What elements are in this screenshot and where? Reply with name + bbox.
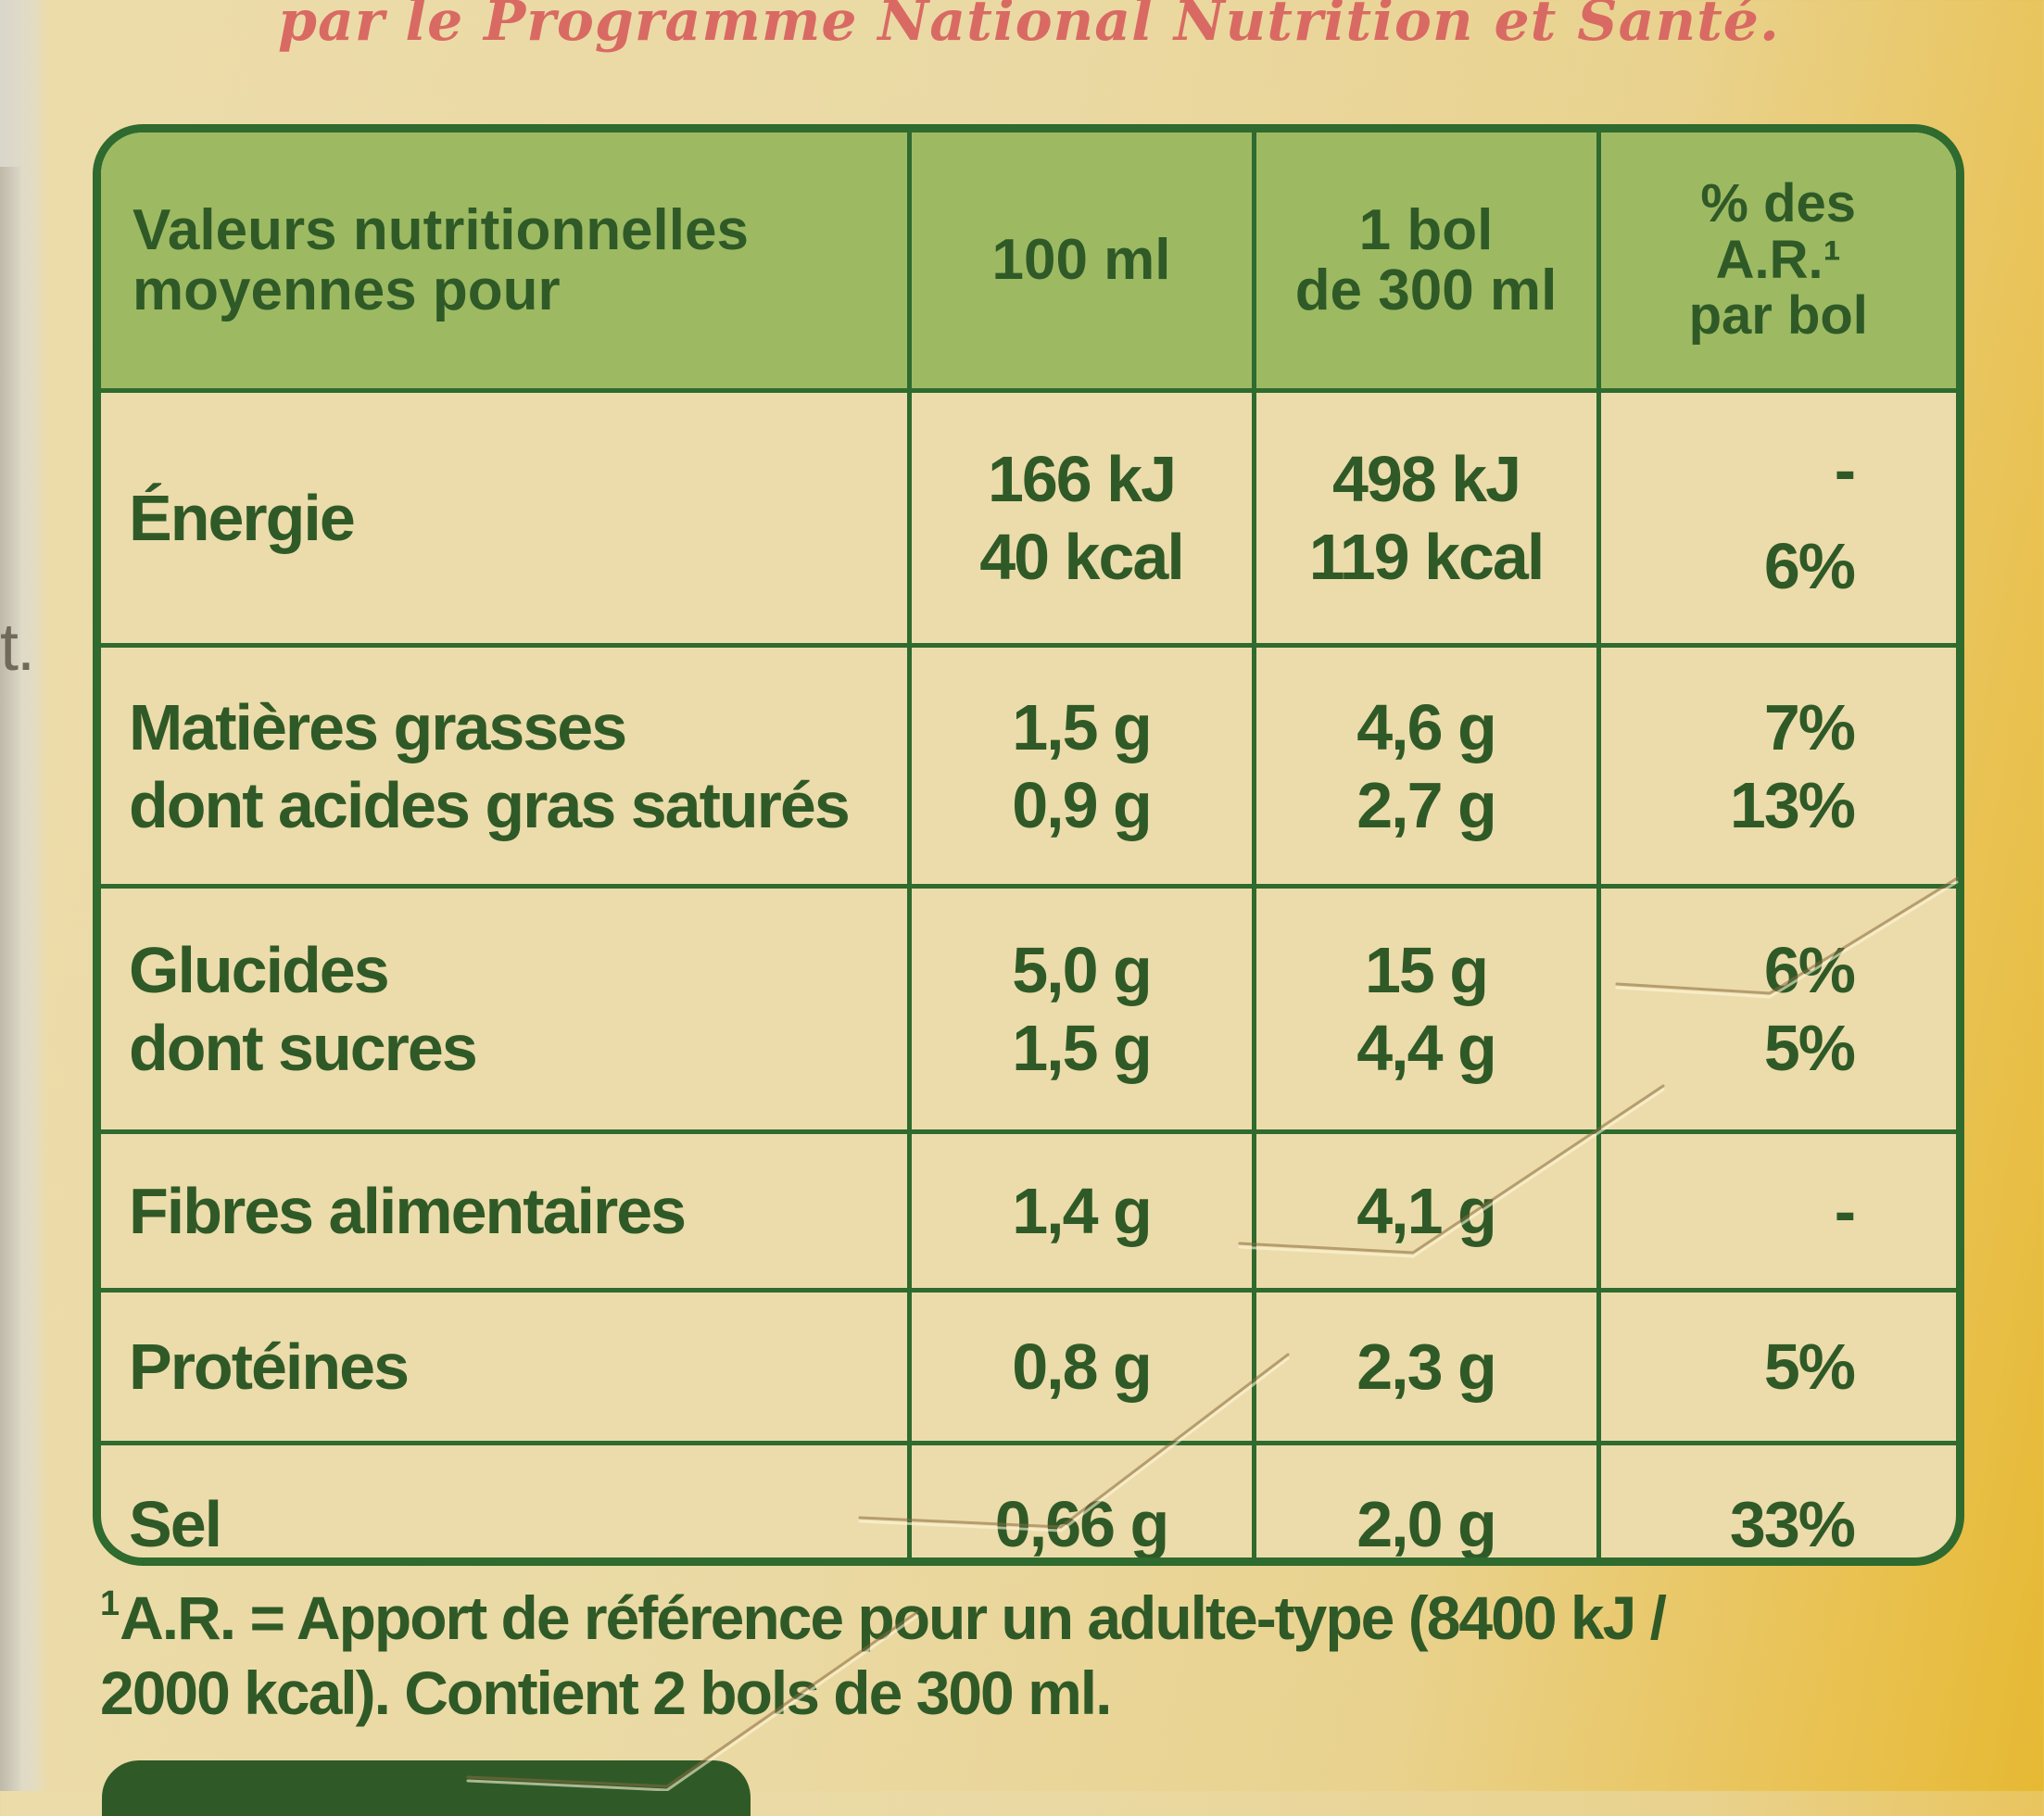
table-row-fibre: Fibres alimentaires 1,4 g 4,1 g -: [101, 1129, 1956, 1293]
row-label-fibre: Fibres alimentaires: [101, 1129, 912, 1293]
cell-value: 7%: [1763, 690, 1856, 763]
cell-energy-per-bowl: 498 kJ 119 kcal: [1251, 390, 1601, 648]
cell-protein-percent: 5%: [1596, 1288, 1956, 1445]
cell-value: 2,0 g: [1356, 1487, 1497, 1560]
column-header-per-100ml-line: 100 ml: [991, 228, 1171, 293]
cell-value: 0,9 g: [1012, 768, 1153, 841]
cell-value-kcal: 40 kcal: [979, 521, 1185, 593]
column-header-label: Valeurs nutritionnelles moyennes pour: [101, 132, 912, 393]
cell-fibre-percent: -: [1596, 1129, 1956, 1293]
cell-value: 13%: [1729, 768, 1856, 841]
cell-energy-per-100ml: 166 kJ 40 kcal: [906, 390, 1256, 648]
cell-value-kcal: 119 kcal: [1308, 521, 1546, 593]
footnote: 1A.R. = Apport de référence pour un adul…: [100, 1581, 2018, 1730]
cell-value: 4,4 g: [1356, 1012, 1497, 1084]
cell-protein-per-bowl: 2,3 g: [1251, 1288, 1601, 1445]
row-label-carbohydrates: Glucides dont sucres: [101, 884, 912, 1134]
column-header-label-line: moyennes pour: [132, 259, 561, 322]
column-header-label-line: Valeurs nutritionnelles: [132, 197, 749, 262]
table-header-row: Valeurs nutritionnelles moyennes pour 10…: [101, 132, 1956, 393]
footnote-line-1: 1A.R. = Apport de référence pour un adul…: [100, 1581, 2018, 1656]
cell-value: 2,7 g: [1356, 768, 1497, 841]
cell-carbohydrates-per-100ml: 5,0 g 1,5 g: [906, 884, 1256, 1134]
cell-value: 0,8 g: [1012, 1330, 1153, 1403]
column-header-per-bowl-line: de 300 ml: [1294, 259, 1558, 322]
column-header-per-100ml: 100 ml: [906, 132, 1256, 393]
cell-salt-per-bowl: 2,0 g: [1251, 1441, 1601, 1560]
row-label-fat: Matières grasses dont acides gras saturé…: [101, 643, 912, 889]
footnote-marker: 1: [100, 1584, 120, 1623]
cell-value: -: [1834, 1175, 1856, 1247]
column-header-percent-ar: % des A.R.¹ par bol: [1596, 132, 1956, 393]
cell-value: 1,5 g: [1012, 1012, 1153, 1084]
cell-value: 4,6 g: [1356, 690, 1497, 763]
cell-value-kj: 498 kJ: [1331, 443, 1521, 515]
nutrition-table: Valeurs nutritionnelles moyennes pour 10…: [93, 124, 1964, 1566]
row-label-line: Matières grasses: [129, 690, 627, 763]
column-header-percent-ar-line: par bol: [1688, 285, 1868, 347]
header-tagline: par le Programme National Nutrition et S…: [278, 0, 1780, 54]
cell-value: 1,4 g: [1012, 1175, 1153, 1247]
cell-value: 5,0 g: [1012, 934, 1153, 1006]
cell-value: 2,3 g: [1356, 1330, 1497, 1403]
cell-fat-per-bowl: 4,6 g 2,7 g: [1251, 643, 1601, 889]
row-label-line: dont sucres: [129, 1012, 478, 1084]
left-edge-fold: [0, 167, 22, 1791]
cell-value-percent-kcal: 6%: [1763, 530, 1856, 602]
cropped-bottom-graphic: [102, 1760, 751, 1816]
cell-fat-per-100ml: 1,5 g 0,9 g: [906, 643, 1256, 889]
cell-value: 33%: [1729, 1487, 1856, 1560]
stray-text-fragment: t.: [0, 611, 35, 685]
cell-carbohydrates-percent: 6% 5%: [1596, 884, 1956, 1134]
cell-energy-percent: - 6%: [1596, 390, 1956, 648]
cell-carbohydrates-per-bowl: 15 g 4,4 g: [1251, 884, 1601, 1134]
table-row-carbohydrates: Glucides dont sucres 5,0 g 1,5 g 15 g 4,…: [101, 884, 1956, 1134]
row-label-line: Glucides: [129, 934, 390, 1006]
column-header-percent-ar-line: A.R.¹: [1715, 229, 1841, 290]
table-row-fat: Matières grasses dont acides gras saturé…: [101, 643, 1956, 889]
row-label-line: Fibres alimentaires: [129, 1175, 687, 1247]
cell-protein-per-100ml: 0,8 g: [906, 1288, 1256, 1445]
cell-value: 0,66 g: [994, 1487, 1169, 1560]
row-label-energy: Énergie: [101, 390, 912, 648]
row-label-salt: Sel: [101, 1441, 912, 1560]
cell-value: 4,1 g: [1356, 1175, 1497, 1247]
table-row-energy: Énergie 166 kJ 40 kcal 498 kJ 119 kcal -…: [101, 390, 1956, 648]
cell-value-percent-kj: -: [1834, 434, 1856, 506]
nutrition-table-grid: Valeurs nutritionnelles moyennes pour 10…: [101, 132, 1956, 1560]
cell-value: 1,5 g: [1012, 690, 1153, 763]
cell-value: 5%: [1763, 1012, 1856, 1084]
row-label-line: Sel: [129, 1487, 222, 1560]
footnote-text-1: A.R. = Apport de référence pour un adult…: [120, 1583, 1667, 1652]
footnote-line-2: 2000 kcal). Contient 2 bols de 300 ml.: [100, 1658, 1112, 1727]
row-label-line: Protéines: [129, 1330, 410, 1403]
column-header-per-bowl: 1 bol de 300 ml: [1251, 132, 1601, 393]
cell-salt-percent: 33%: [1596, 1441, 1956, 1560]
table-row-protein: Protéines 0,8 g 2,3 g 5%: [101, 1288, 1956, 1445]
cell-fibre-per-100ml: 1,4 g: [906, 1129, 1256, 1293]
row-label-line: dont acides gras saturés: [129, 768, 851, 841]
row-label-line: Énergie: [129, 482, 356, 554]
table-row-salt: Sel 0,66 g 2,0 g 33%: [101, 1441, 1956, 1560]
column-header-per-bowl-line: 1 bol: [1358, 197, 1494, 262]
cell-fat-percent: 7% 13%: [1596, 643, 1956, 889]
cell-value: 6%: [1763, 934, 1856, 1006]
cell-salt-per-100ml: 0,66 g: [906, 1441, 1256, 1560]
cell-value-kj: 166 kJ: [987, 443, 1177, 515]
cell-value: 5%: [1763, 1330, 1856, 1403]
column-header-percent-ar-line: % des: [1700, 172, 1857, 233]
cell-fibre-per-bowl: 4,1 g: [1251, 1129, 1601, 1293]
cell-value: 15 g: [1364, 934, 1489, 1006]
row-label-protein: Protéines: [101, 1288, 912, 1445]
